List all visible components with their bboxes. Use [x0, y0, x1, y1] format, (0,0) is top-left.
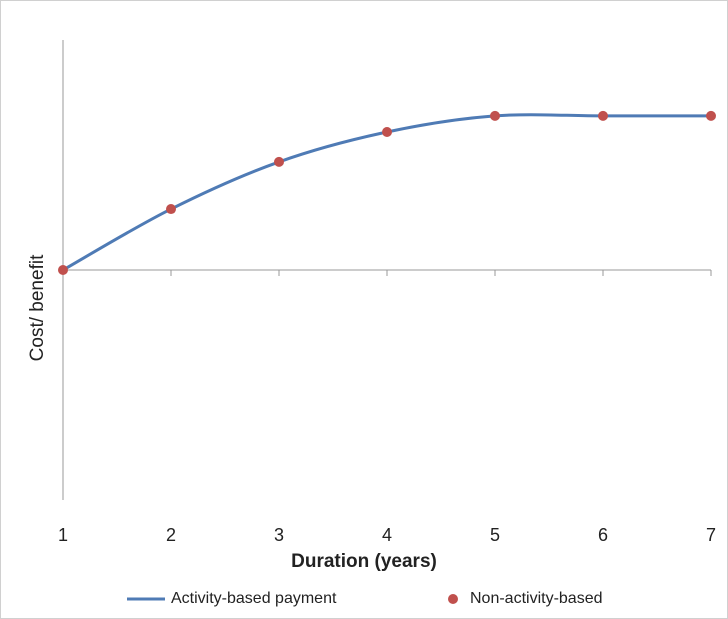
data-point: [166, 204, 176, 215]
x-axis-label: Duration (years): [291, 551, 437, 572]
x-tick-label: 1: [58, 525, 68, 545]
data-point: [490, 110, 500, 121]
x-tick-label: 2: [166, 525, 176, 545]
x-tick-label: 6: [598, 525, 608, 545]
data-point: [706, 110, 716, 121]
x-tick-label: 3: [274, 525, 284, 545]
data-point: [58, 265, 68, 275]
legend-label: Non-activity-based: [470, 590, 603, 607]
x-tick-label: 7: [706, 525, 716, 545]
legend-swatch: [448, 594, 458, 604]
x-tick-label: 4: [382, 525, 392, 545]
data-point: [382, 127, 392, 137]
legend-label: Activity-based payment: [171, 590, 337, 607]
data-point: [598, 110, 608, 121]
x-tick-label: 5: [490, 525, 500, 545]
y-axis-label: Cost/ benefit: [27, 254, 48, 361]
data-point: [274, 156, 284, 167]
